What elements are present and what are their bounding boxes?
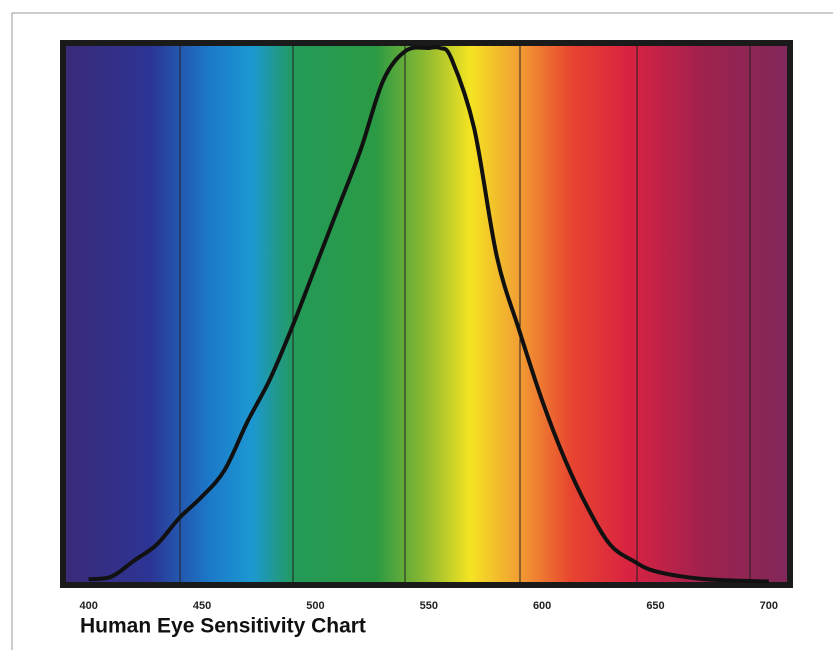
x-tick-label: 500 xyxy=(306,600,324,612)
x-tick-label: 650 xyxy=(646,600,664,612)
x-tick-label: 600 xyxy=(533,600,551,612)
spectrum-lines xyxy=(179,46,751,582)
plot-area xyxy=(60,40,793,588)
x-tick-label: 550 xyxy=(420,600,438,612)
sensitivity-line xyxy=(88,45,769,584)
x-tick-label: 450 xyxy=(193,600,211,612)
chart-title: Human Eye Sensitivity Chart xyxy=(80,615,366,638)
x-tick-label: 400 xyxy=(79,600,97,612)
x-tick-label: 700 xyxy=(760,600,778,612)
